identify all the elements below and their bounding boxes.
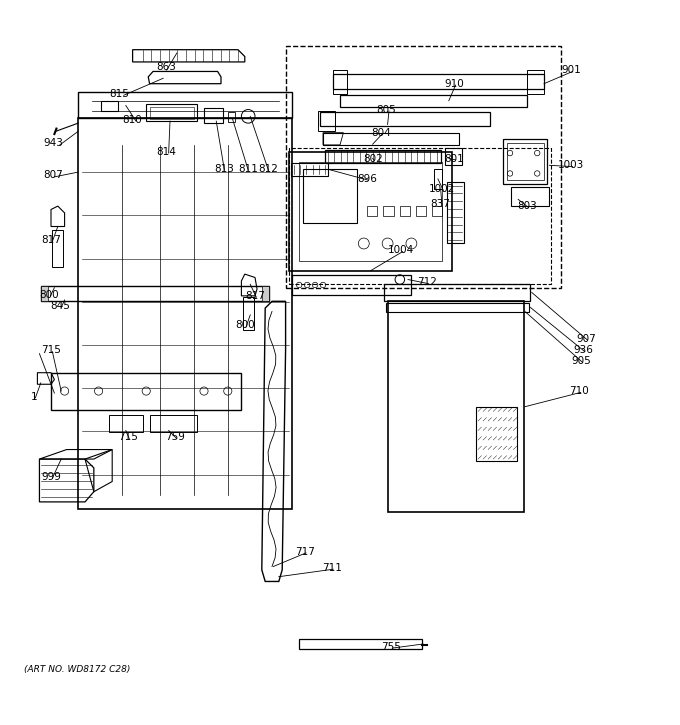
Bar: [41, 286, 48, 302]
Text: 817: 817: [41, 235, 61, 245]
Text: 910: 910: [444, 79, 464, 88]
Bar: [318, 111, 335, 131]
Bar: [303, 169, 357, 223]
Bar: [78, 117, 292, 509]
Text: 711: 711: [322, 563, 342, 573]
Bar: [323, 133, 459, 145]
Bar: [325, 149, 441, 163]
Bar: [243, 297, 254, 330]
Text: 817: 817: [245, 291, 265, 301]
Text: 812: 812: [258, 164, 279, 174]
Text: 800: 800: [235, 320, 254, 330]
Text: 845: 845: [50, 301, 70, 311]
Bar: [52, 230, 63, 268]
Bar: [527, 70, 544, 94]
Bar: [289, 152, 452, 270]
Text: 1004: 1004: [388, 245, 414, 255]
Bar: [204, 108, 223, 123]
Bar: [503, 139, 547, 183]
Text: 905: 905: [571, 356, 592, 366]
Text: 805: 805: [376, 104, 396, 115]
Bar: [434, 169, 442, 189]
Text: 943: 943: [43, 138, 63, 148]
Text: 804: 804: [371, 128, 391, 138]
Text: 1: 1: [31, 392, 37, 402]
Text: 802: 802: [362, 154, 383, 164]
Text: 901: 901: [561, 65, 581, 75]
Text: 936: 936: [573, 345, 594, 355]
Bar: [507, 143, 544, 181]
Text: 755: 755: [381, 642, 401, 652]
Bar: [109, 415, 143, 432]
Text: 837: 837: [430, 199, 451, 209]
Text: 810: 810: [122, 115, 143, 125]
Bar: [150, 415, 197, 432]
Bar: [78, 92, 292, 117]
Text: 715: 715: [41, 345, 61, 355]
Bar: [150, 107, 194, 119]
Bar: [400, 206, 409, 216]
Text: 800: 800: [39, 289, 58, 299]
Bar: [511, 187, 549, 206]
Bar: [384, 206, 394, 216]
Text: 807: 807: [43, 170, 63, 181]
Bar: [432, 206, 442, 216]
Text: 907: 907: [576, 334, 596, 344]
Bar: [299, 639, 422, 650]
Bar: [476, 407, 517, 461]
Bar: [228, 112, 235, 123]
Text: 759: 759: [165, 432, 186, 442]
Bar: [447, 182, 464, 244]
Bar: [291, 163, 328, 175]
Text: 712: 712: [417, 277, 437, 287]
Bar: [386, 303, 529, 312]
Text: 999: 999: [41, 472, 61, 481]
Text: 896: 896: [357, 174, 377, 184]
Bar: [292, 276, 411, 294]
Bar: [41, 286, 269, 302]
Text: 813: 813: [214, 164, 235, 174]
Text: 801: 801: [444, 154, 464, 164]
Bar: [340, 94, 527, 107]
Text: 715: 715: [118, 432, 138, 442]
Text: 863: 863: [156, 62, 177, 72]
Text: 815: 815: [109, 89, 129, 99]
Text: 717: 717: [294, 547, 315, 557]
Bar: [384, 284, 530, 302]
Bar: [388, 302, 524, 512]
Text: 1002: 1002: [429, 184, 455, 194]
Bar: [51, 373, 241, 410]
Bar: [415, 206, 426, 216]
Bar: [262, 286, 269, 302]
Bar: [367, 206, 377, 216]
Bar: [320, 112, 490, 126]
Bar: [101, 101, 118, 111]
Text: 811: 811: [238, 164, 258, 174]
Bar: [299, 162, 442, 260]
Bar: [333, 74, 544, 89]
Text: 803: 803: [517, 201, 537, 211]
Text: 710: 710: [569, 386, 590, 396]
Bar: [445, 149, 462, 165]
Bar: [146, 104, 197, 121]
Bar: [286, 46, 561, 288]
Bar: [333, 70, 347, 94]
Bar: [289, 149, 551, 284]
Text: 1003: 1003: [558, 160, 584, 170]
Text: 814: 814: [156, 146, 177, 157]
Text: (ART NO. WD8172 C28): (ART NO. WD8172 C28): [24, 666, 130, 674]
